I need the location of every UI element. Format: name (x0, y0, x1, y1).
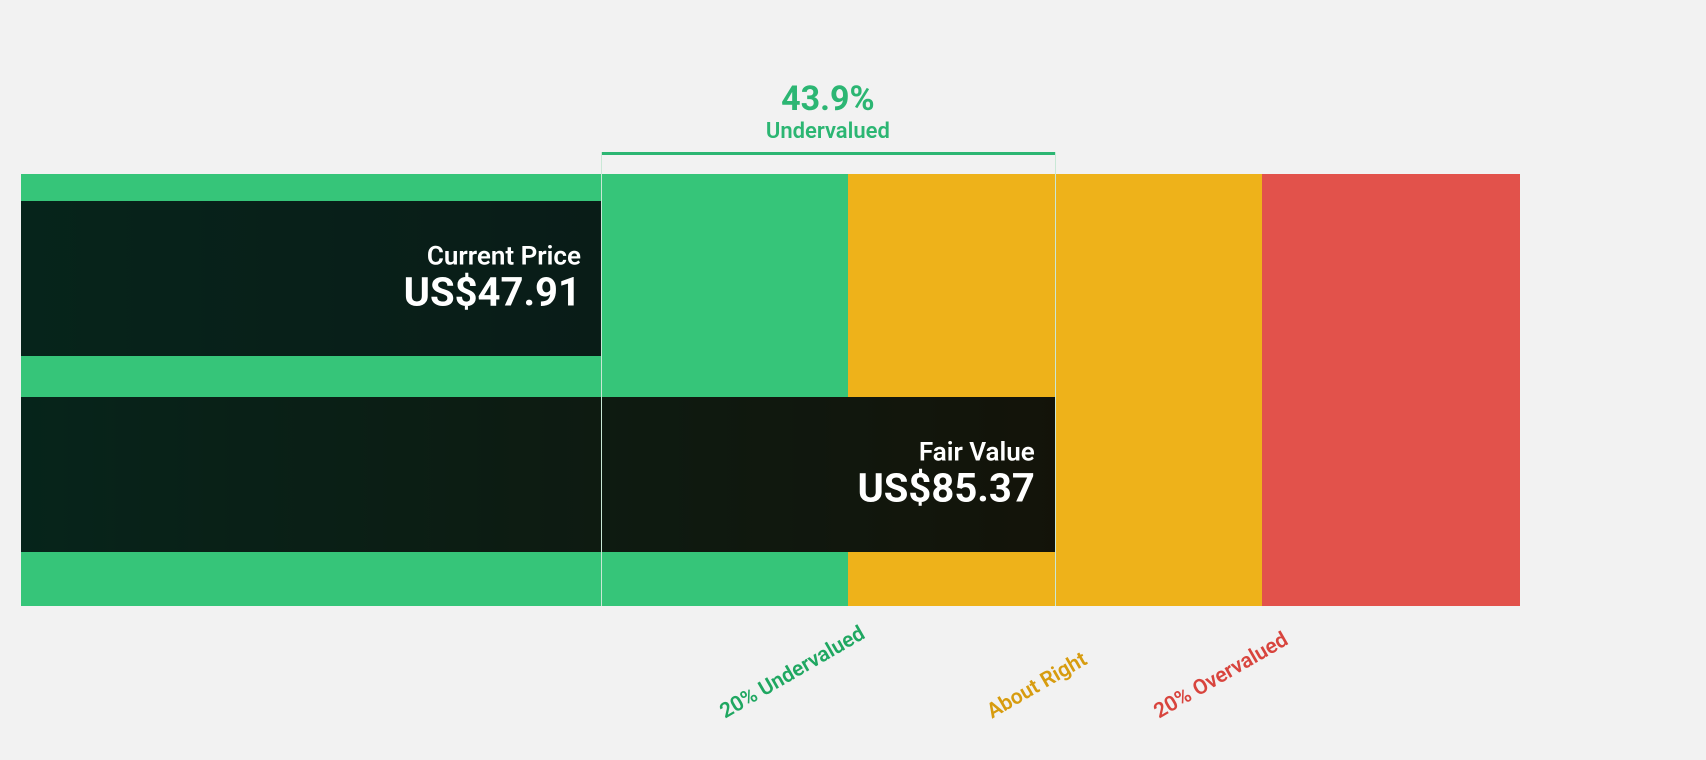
zone-overvalued (1262, 174, 1520, 606)
current_price-value: US$47.91 (404, 271, 581, 315)
axis-label-undervalued: 20% Undervalued (716, 622, 869, 724)
axis-label-overvalued: 20% Overvalued (1150, 628, 1292, 724)
current_price-label: Current Price (404, 242, 581, 271)
headline-bracket-left (601, 152, 602, 606)
headline-rule (601, 152, 1055, 155)
fair_value-value: US$85.37 (857, 467, 1034, 511)
headline-word: Undervalued (601, 119, 1055, 144)
fair_value-bar: Fair ValueUS$85.37 (21, 397, 1055, 552)
valuation-chart: Current PriceUS$47.91 Fair ValueUS$85.37 4… (0, 0, 1706, 760)
fair_value-labelbox: Fair ValueUS$85.37 (857, 438, 1034, 511)
axis-label-about_right: About Right (983, 648, 1091, 724)
current_price-labelbox: Current PriceUS$47.91 (404, 242, 581, 315)
headline: 43.9%Undervalued (601, 79, 1055, 144)
fair_value-label: Fair Value (857, 438, 1034, 467)
headline-percent: 43.9% (601, 79, 1055, 119)
current_price-bar: Current PriceUS$47.91 (21, 201, 601, 356)
headline-bracket-right (1055, 152, 1056, 606)
